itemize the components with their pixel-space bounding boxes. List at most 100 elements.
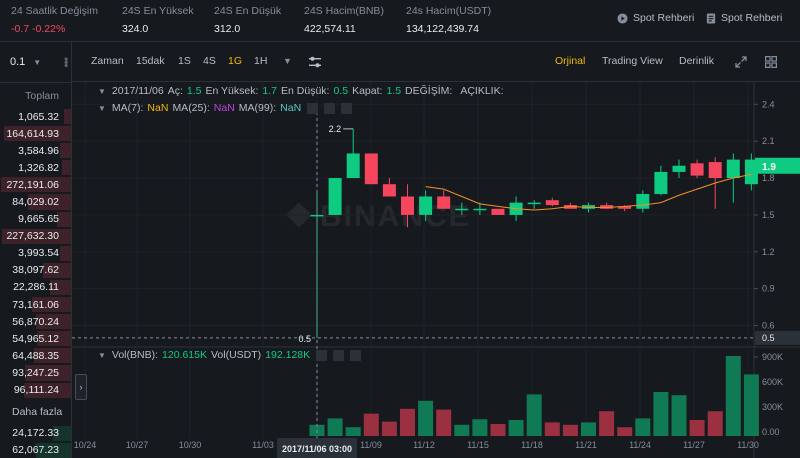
price-tick-label: 0.9 bbox=[762, 284, 775, 294]
interval-1h[interactable]: 1S bbox=[178, 55, 191, 67]
spot-guide-doc-link[interactable]: Spot Rehberi bbox=[706, 12, 782, 24]
interval-dropdown-icon[interactable]: ▼ bbox=[283, 56, 292, 66]
view-original-tab[interactable]: Orjinal bbox=[555, 55, 586, 67]
orderbook-row[interactable]: 3,993.54 bbox=[0, 245, 71, 262]
depth-bar bbox=[2, 228, 71, 244]
volume-bar bbox=[617, 427, 633, 436]
price-tick-label: 1.2 bbox=[762, 247, 775, 257]
orderbook-row[interactable]: 62,067.23 bbox=[0, 442, 71, 458]
orderbook-total: 84,029.02 bbox=[12, 196, 59, 209]
orderbook-row[interactable]: 227,632.30 bbox=[0, 228, 71, 245]
vol-visibility-toggle[interactable] bbox=[316, 349, 328, 361]
depth-bar bbox=[3, 126, 71, 142]
depth-bar bbox=[60, 245, 71, 261]
legend-close-value: 1.5 bbox=[386, 85, 402, 97]
legend-ma99-label: MA(99): bbox=[238, 102, 277, 114]
orderbook-row[interactable]: 272,191.06 bbox=[0, 176, 71, 193]
candle-body bbox=[726, 159, 740, 179]
max-marker-label: 2.2 bbox=[329, 124, 342, 134]
expand-panel-chevron-icon[interactable]: › bbox=[75, 374, 87, 400]
time-tick-label: 10/24 bbox=[74, 440, 97, 450]
fullscreen-icon[interactable] bbox=[735, 56, 747, 68]
orderbook-row[interactable]: 96,111.24 bbox=[0, 382, 71, 399]
crosshair-date-label: 2017/11/06 03:00 bbox=[282, 444, 352, 454]
orderbook-row[interactable]: 73,161.06 bbox=[0, 296, 71, 313]
interval-15m[interactable]: 15dak bbox=[136, 55, 165, 67]
orderbook-total: 62,067.23 bbox=[12, 444, 59, 457]
precision-select[interactable]: 0.1 bbox=[10, 56, 26, 68]
orderbook-row[interactable]: 1,326.82 bbox=[0, 159, 71, 176]
time-tick-label: 11/18 bbox=[521, 440, 543, 450]
ma-settings-button[interactable] bbox=[324, 102, 336, 114]
orderbook-total: 9,665.65 bbox=[18, 213, 59, 226]
view-depth-tab[interactable]: Derinlik bbox=[679, 55, 715, 67]
legend-open-value: 1.5 bbox=[186, 85, 202, 97]
volume-bar bbox=[707, 411, 723, 436]
volume-bar bbox=[544, 422, 560, 436]
time-axis: 10/2410/2710/3011/0311/0611/0911/1211/15… bbox=[74, 440, 759, 450]
ma7-line bbox=[425, 173, 752, 211]
orderbook-row[interactable]: 38,097.62 bbox=[0, 262, 71, 279]
stat-24h-low: 24S En Düşük 312.0 bbox=[214, 5, 281, 35]
orderbook-row[interactable]: 3,584.96 bbox=[0, 142, 71, 159]
candle-body bbox=[455, 208, 469, 211]
more-vertical-icon[interactable]: ••• bbox=[59, 57, 74, 67]
interval-1w[interactable]: 1H bbox=[254, 55, 268, 67]
spot-guide-video-link[interactable]: Spot Rehberi bbox=[617, 12, 694, 24]
volume-bar bbox=[508, 420, 524, 436]
view-tradingview-tab[interactable]: Trading View bbox=[602, 55, 663, 67]
orderbook-total: 164,614.93 bbox=[6, 127, 59, 140]
orderbook-row[interactable]: 1,065.32 bbox=[0, 108, 71, 125]
ma-remove-button[interactable] bbox=[341, 102, 353, 114]
price-chart[interactable]: BINANCE 2.4 2.1 1.8 1.5 1.2 0.9 0.6 900K 600K 30… bbox=[72, 82, 800, 458]
orderbook-row[interactable]: 56,870.24 bbox=[0, 313, 71, 330]
ma7-polyline bbox=[425, 173, 752, 211]
orderbook-total: 227,632.30 bbox=[6, 230, 59, 243]
ma-visibility-toggle[interactable] bbox=[307, 102, 319, 114]
ma-legend: ▼ MA(7): NaN MA(25): NaN MA(99): NaN bbox=[98, 102, 353, 114]
orderbook-row[interactable]: 54,965.12 bbox=[0, 330, 71, 347]
interval-1d[interactable]: 1G bbox=[228, 55, 243, 67]
crosshair-price-label: 0.5 bbox=[762, 333, 775, 343]
orderbook-row[interactable]: 164,614.93 bbox=[0, 125, 71, 142]
grid-layout-icon[interactable] bbox=[765, 56, 777, 68]
candle-body bbox=[364, 153, 378, 185]
settings-sliders-icon[interactable] bbox=[308, 55, 322, 69]
candle-body bbox=[437, 196, 451, 209]
collapse-triangle-icon[interactable]: ▼ bbox=[98, 350, 106, 360]
orderbook-total: 1,326.82 bbox=[18, 161, 59, 174]
orderbook-row[interactable]: 24,172.33 bbox=[0, 425, 71, 442]
caret-down-icon[interactable]: ▼ bbox=[33, 57, 42, 67]
ohlc-legend: ▼ 2017/11/06 Aç: 1.5 En Yüksek: 1.7 En Düş… bbox=[98, 85, 504, 97]
volume-bar bbox=[581, 422, 596, 436]
legend-ma25-label: MA(25): bbox=[172, 102, 210, 114]
orderbook-row[interactable]: 64,488.35 bbox=[0, 347, 71, 364]
price-tick-label: 0.6 bbox=[762, 321, 775, 331]
collapse-triangle-icon[interactable]: ▼ bbox=[98, 86, 106, 96]
depth-bar bbox=[53, 425, 71, 441]
candlestick-chart-svg[interactable]: BINANCE 2.42.11.81.51.20.90.6 900K600K30… bbox=[72, 82, 800, 458]
candle-body bbox=[636, 194, 650, 209]
interval-4h[interactable]: 4S bbox=[203, 55, 216, 67]
orderbook-row[interactable]: 84,029.02 bbox=[0, 193, 71, 210]
depth-bar bbox=[56, 211, 71, 227]
collapse-triangle-icon[interactable]: ▼ bbox=[98, 103, 106, 113]
orderbook-total: 22,286.11 bbox=[13, 281, 59, 294]
spot-guide-doc-label: Spot Rehberi bbox=[721, 12, 783, 24]
orderbook-total: 93,247.25 bbox=[12, 366, 59, 379]
orderbook-row[interactable]: 22,286.11 bbox=[0, 279, 71, 296]
legend-high-value: 1.7 bbox=[262, 85, 278, 97]
volume-bar bbox=[725, 356, 741, 436]
vol-settings-button[interactable] bbox=[333, 349, 345, 361]
orderbook-more-link[interactable]: Daha fazla bbox=[12, 405, 63, 418]
orderbook-row[interactable]: 93,247.25 bbox=[0, 364, 71, 381]
depth-bar bbox=[63, 109, 71, 125]
volume-bar bbox=[743, 374, 759, 436]
legend-amplitude-label: AÇIKLIK: bbox=[460, 85, 504, 97]
legend-volq-label: Vol(USDT) bbox=[211, 349, 262, 361]
vol-remove-button[interactable] bbox=[350, 349, 362, 361]
volume-tick-label: 900K bbox=[762, 352, 783, 362]
candle-body bbox=[672, 165, 686, 172]
volume-bar bbox=[526, 394, 542, 436]
orderbook-row[interactable]: 9,665.65 bbox=[0, 211, 71, 228]
